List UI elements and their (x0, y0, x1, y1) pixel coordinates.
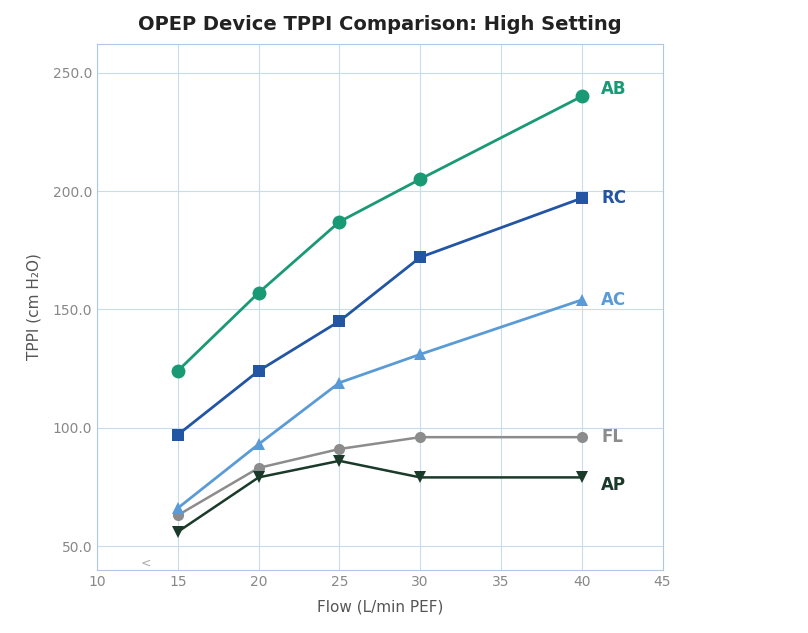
Text: FL: FL (601, 428, 623, 446)
Text: <: < (141, 556, 150, 569)
Text: RC: RC (601, 189, 626, 207)
Text: AC: AC (601, 291, 626, 309)
Text: AB: AB (601, 80, 627, 98)
Title: OPEP Device TPPI Comparison: High Setting: OPEP Device TPPI Comparison: High Settin… (138, 15, 621, 34)
Text: AP: AP (601, 475, 626, 494)
X-axis label: Flow (L/min PEF): Flow (L/min PEF) (317, 599, 443, 615)
Y-axis label: TPPI (cm H₂O): TPPI (cm H₂O) (27, 254, 41, 360)
